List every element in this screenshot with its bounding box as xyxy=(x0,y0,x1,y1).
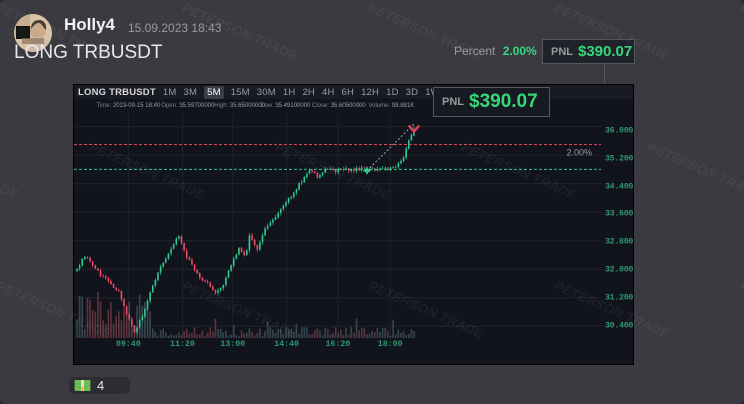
svg-text:2.00%: 2.00% xyxy=(566,148,592,158)
